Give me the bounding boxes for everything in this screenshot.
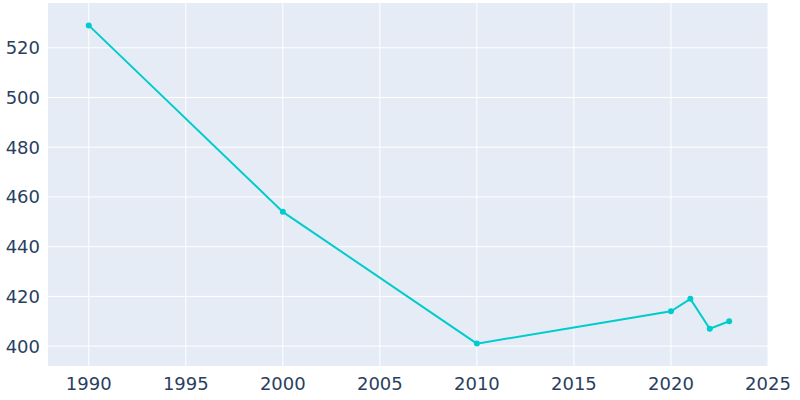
x-tick-label: 1990 <box>66 373 112 394</box>
x-tick-label: 2005 <box>357 373 403 394</box>
x-grid-line <box>573 3 574 366</box>
x-tick-label: 2025 <box>745 373 791 394</box>
point <box>726 318 732 324</box>
y-tick-label: 400 <box>6 336 40 357</box>
y-grid-line <box>48 97 768 98</box>
plot-background <box>48 3 768 366</box>
y-grid-line <box>48 147 768 148</box>
point <box>86 22 92 28</box>
y-tick-label: 500 <box>6 87 40 108</box>
x-grid-line <box>379 3 380 366</box>
y-grid-line <box>48 246 768 247</box>
y-tick-label: 440 <box>6 236 40 257</box>
y-tick-label: 480 <box>6 137 40 158</box>
x-grid-line <box>476 3 477 366</box>
y-tick-label: 420 <box>6 286 40 307</box>
tick-labels: 400 420 440 460 480 500 520 1990 1995 2000 2005 201… <box>6 37 791 394</box>
point <box>707 326 713 332</box>
point <box>687 296 693 302</box>
point <box>668 308 674 314</box>
chart-svg: 400 420 440 460 480 500 520 1990 1995 2000 2005 201… <box>0 0 800 400</box>
x-grid-line <box>88 3 89 366</box>
x-grid-line <box>185 3 186 366</box>
x-grid-line <box>768 3 769 366</box>
x-tick-label: 2020 <box>648 373 694 394</box>
data-group <box>86 22 732 346</box>
x-tick-label: 2015 <box>551 373 597 394</box>
line <box>89 25 729 343</box>
point <box>280 209 286 215</box>
x-grid-line <box>282 3 283 366</box>
y-grid-line <box>48 346 768 347</box>
y-tick-label: 520 <box>6 37 40 58</box>
y-grid-line <box>48 47 768 48</box>
x-tick-label: 2000 <box>260 373 306 394</box>
chart-container: 400 420 440 460 480 500 520 1990 1995 2000 2005 201… <box>0 0 800 400</box>
y-tick-label: 460 <box>6 186 40 207</box>
y-grid-line <box>48 196 768 197</box>
grid <box>48 3 768 366</box>
point <box>474 341 480 347</box>
x-tick-label: 1995 <box>163 373 209 394</box>
x-tick-label: 2010 <box>454 373 500 394</box>
